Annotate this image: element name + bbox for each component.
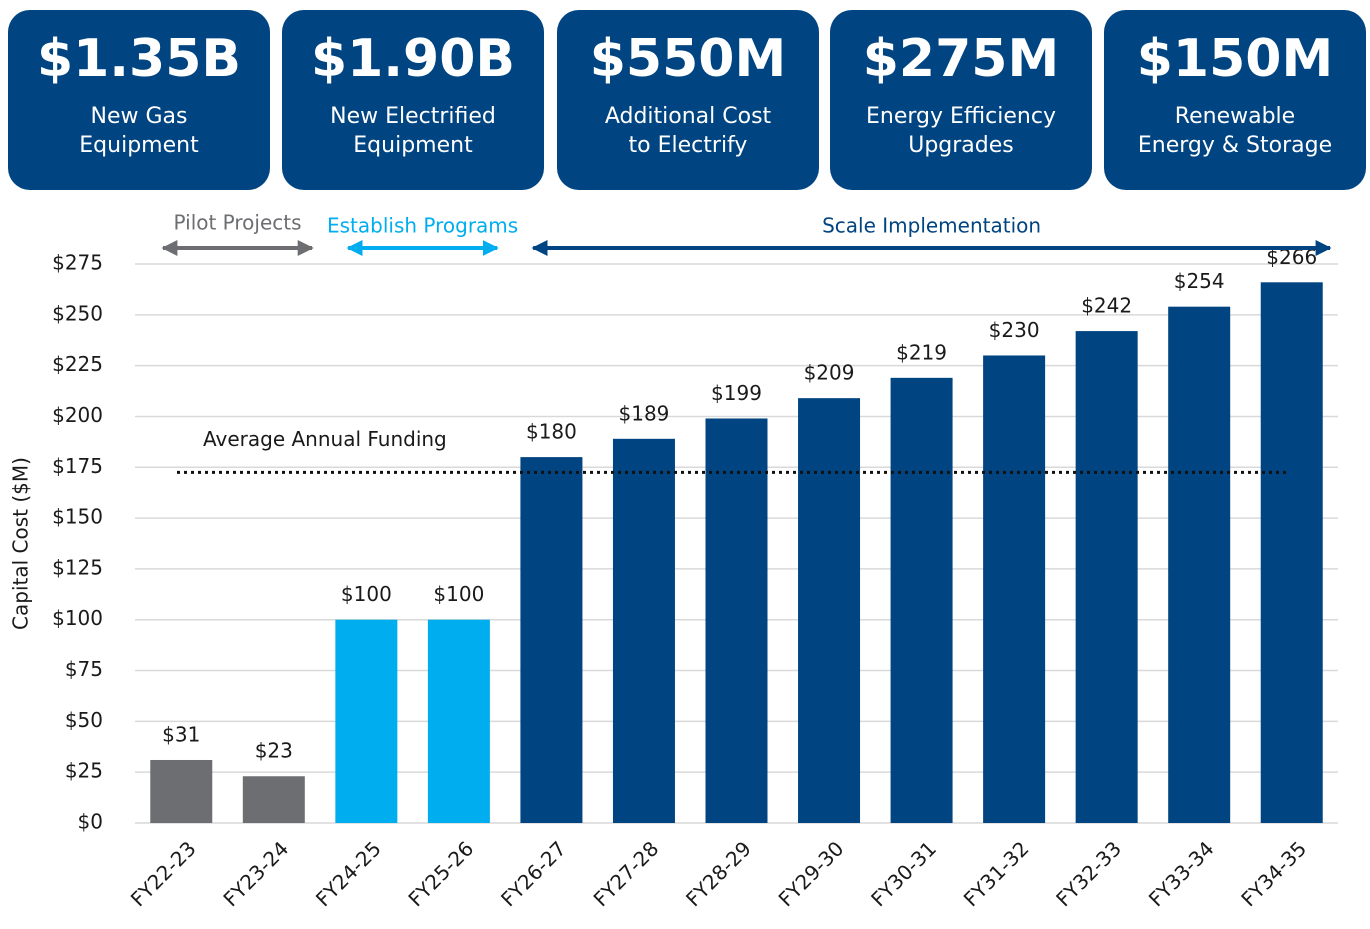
value-label: $189 [619,401,670,425]
y-tick-label: $175 [52,454,103,478]
card-bg [1104,10,1366,190]
x-tick-label: FY28-29 [681,836,756,911]
x-tick-label: FY25-26 [403,836,478,911]
card-label: Upgrades [908,133,1014,158]
card-label: Equipment [79,133,199,158]
value-label: $254 [1174,269,1225,293]
card-bg [8,10,270,190]
card-label: Renewable [1175,104,1295,129]
average-label: Average Annual Funding [203,427,447,451]
value-label: $219 [896,340,947,364]
bar [798,398,861,823]
card-label: Energy & Storage [1138,133,1332,158]
kpi-card: $1.90B New Electrified Equipment [282,10,544,190]
card-label: Equipment [353,133,473,158]
x-tick-label: FY22-23 [126,836,201,911]
phase-label: Scale Implementation [822,214,1041,238]
x-tick-label: FY27-28 [589,836,664,911]
x-tick-label: FY23-24 [218,836,293,911]
y-tick-label: $50 [65,708,103,732]
bar [242,776,305,823]
bar [150,759,213,823]
y-tick-label: $150 [52,505,103,529]
x-tick-label: FY31-32 [959,836,1034,911]
value-label: $230 [989,318,1040,342]
y-tick-label: $100 [52,606,103,630]
bar [890,377,953,823]
card-value: $150M [1137,29,1333,89]
y-tick-label: $0 [78,810,103,834]
x-tick-label: FY34-35 [1236,836,1311,911]
card-value: $275M [863,29,1059,89]
value-label: $209 [804,361,855,385]
card-bg [830,10,1092,190]
y-tick-label: $225 [52,352,103,376]
kpi-card: $150M Renewable Energy & Storage [1104,10,1366,190]
y-tick-label: $75 [65,657,103,681]
card-bg [282,10,544,190]
card-value: $1.35B [37,29,241,89]
x-tick-label: FY29-30 [774,836,849,911]
bar [983,355,1046,823]
x-tick-label: FY30-31 [866,836,941,911]
card-label: to Electrify [629,133,748,158]
card-bg [557,10,819,190]
bar [1260,282,1323,823]
card-value: $1.90B [311,29,515,89]
value-label: $23 [255,739,293,763]
card-label: New Electrified [330,104,496,129]
bar [520,457,583,823]
y-tick-label: $200 [52,403,103,427]
bar [1168,306,1231,824]
value-label: $31 [162,722,200,746]
bar [612,438,675,823]
x-tick-label: FY32-33 [1051,836,1126,911]
kpi-card: $1.35B New Gas Equipment [8,10,270,190]
x-tick-label: FY33-34 [1144,836,1219,911]
value-label: $242 [1081,294,1132,318]
value-label: $199 [711,381,762,405]
y-tick-label: $25 [65,759,103,783]
phase-label: Pilot Projects [174,211,302,235]
y-tick-label: $250 [52,301,103,325]
bar [1075,331,1138,823]
card-value: $550M [590,29,786,89]
card-label: New Gas [91,104,188,129]
value-label: $100 [433,582,484,606]
x-tick-label: FY26-27 [496,836,571,911]
x-tick-label: FY24-25 [311,836,386,911]
phase-label: Establish Programs [327,214,518,238]
kpi-card: $275M Energy Efficiency Upgrades [830,10,1092,190]
y-tick-label: $125 [52,555,103,579]
bar [427,619,490,823]
bar [705,418,768,823]
value-label: $100 [341,582,392,606]
value-label: $180 [526,420,577,444]
kpi-card: $550M Additional Cost to Electrify [557,10,819,190]
y-tick-label: $275 [52,251,103,275]
y-axis-label: Capital Cost ($M) [9,457,33,630]
card-label: Additional Cost [605,104,772,129]
card-label: Energy Efficiency [866,104,1056,129]
bar [335,619,398,823]
